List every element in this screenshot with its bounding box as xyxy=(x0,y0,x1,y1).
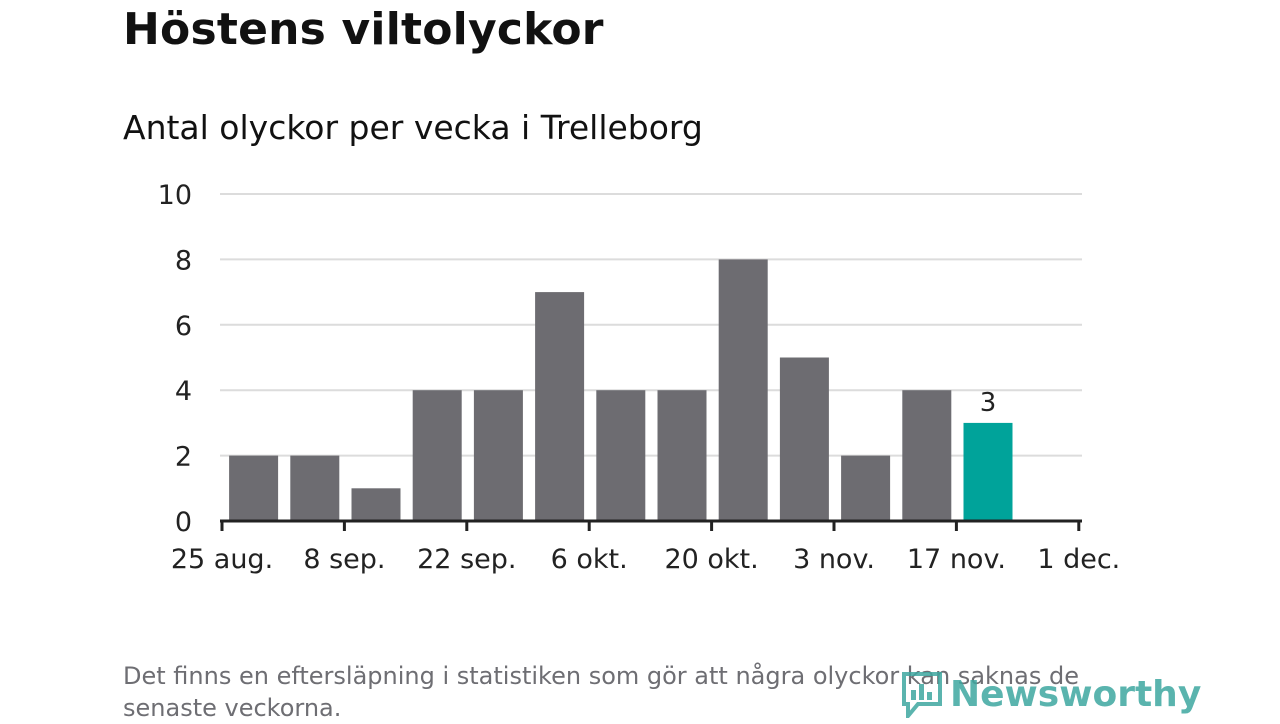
data-label: 3 xyxy=(980,388,997,418)
bar xyxy=(535,292,585,521)
bar xyxy=(596,390,646,521)
x-tick-label: 25 aug. xyxy=(171,544,273,575)
y-tick-label: 2 xyxy=(175,442,192,473)
chart-title: Höstens viltolyckor xyxy=(123,4,604,55)
newsworthy-chart-bubble-icon xyxy=(902,672,942,718)
bar xyxy=(412,390,462,521)
logo-text: Newsworthy xyxy=(950,673,1202,715)
y-tick-label: 0 xyxy=(175,507,192,538)
x-tick-label: 8 sep. xyxy=(303,544,385,575)
newsworthy-logo: Newsworthy xyxy=(900,668,1201,720)
bar xyxy=(473,390,523,521)
x-tick-label: 3 nov. xyxy=(793,544,875,575)
bar xyxy=(351,488,401,521)
bar xyxy=(779,357,829,521)
bar xyxy=(841,455,891,521)
y-tick-label: 8 xyxy=(175,245,192,276)
y-tick-label: 6 xyxy=(175,311,192,342)
bar-highlight xyxy=(963,422,1013,521)
x-tick-label: 22 sep. xyxy=(417,544,516,575)
x-tick-label: 20 okt. xyxy=(664,544,758,575)
x-tick-label: 17 nov. xyxy=(907,544,1006,575)
bar xyxy=(657,390,707,521)
x-tick-label: 6 okt. xyxy=(551,544,628,575)
chart-subtitle: Antal olyckor per vecka i Trelleborg xyxy=(123,108,703,147)
bar xyxy=(902,390,952,521)
bar xyxy=(290,455,340,521)
y-tick-label: 4 xyxy=(175,376,192,407)
bar-chart: 0 2 4 6 8 10 3 25 aug. 8 sep. 22 sep. 6 okt. 20 okt… xyxy=(158,180,1121,575)
bar xyxy=(229,455,279,521)
x-tick-label: 1 dec. xyxy=(1037,544,1120,575)
y-tick-label: 10 xyxy=(158,180,192,211)
bar xyxy=(718,259,768,521)
